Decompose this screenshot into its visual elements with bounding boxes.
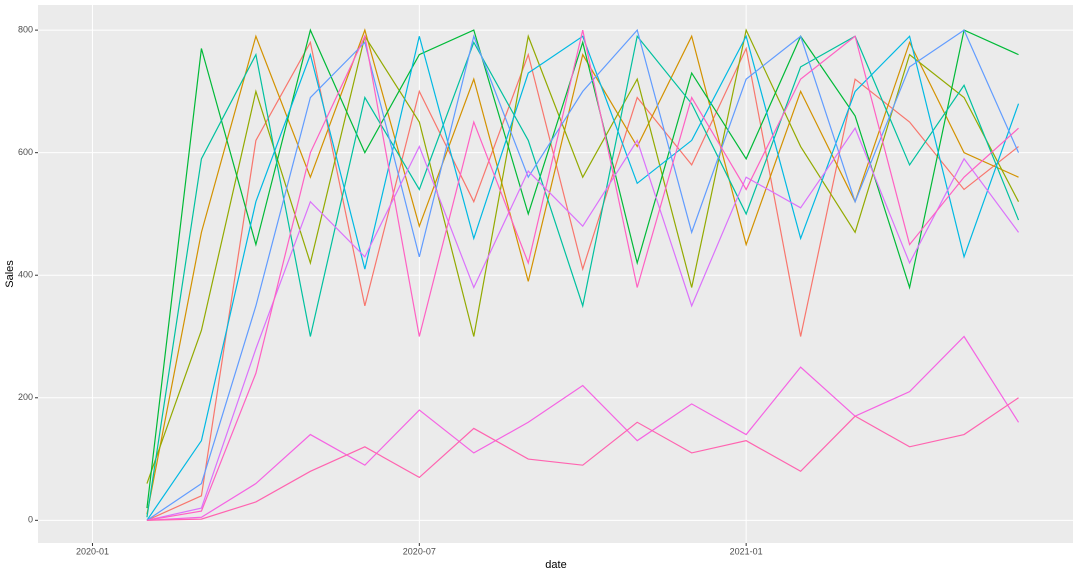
y-tick-label: 400 [18,270,33,280]
series-line [146,397,1019,521]
x-tick-label: 2021-01 [730,546,763,556]
series-line [146,34,1020,521]
series-line [146,34,1020,518]
series-line [146,28,1019,515]
x-tick-label: 2020-07 [403,546,436,556]
y-tick-label: 800 [18,24,33,34]
series-line [146,40,1019,521]
y-tick-label: 0 [28,515,33,525]
x-tick-label: 2020-01 [76,546,109,556]
y-axis-title: Sales [4,260,16,288]
x-axis-title: date [545,559,566,571]
series-line [146,335,1020,521]
series-line [146,29,1019,521]
series-line [146,28,1020,521]
y-tick-label: 200 [18,392,33,402]
y-tick-label: 600 [18,147,33,157]
series-line [146,126,1020,521]
